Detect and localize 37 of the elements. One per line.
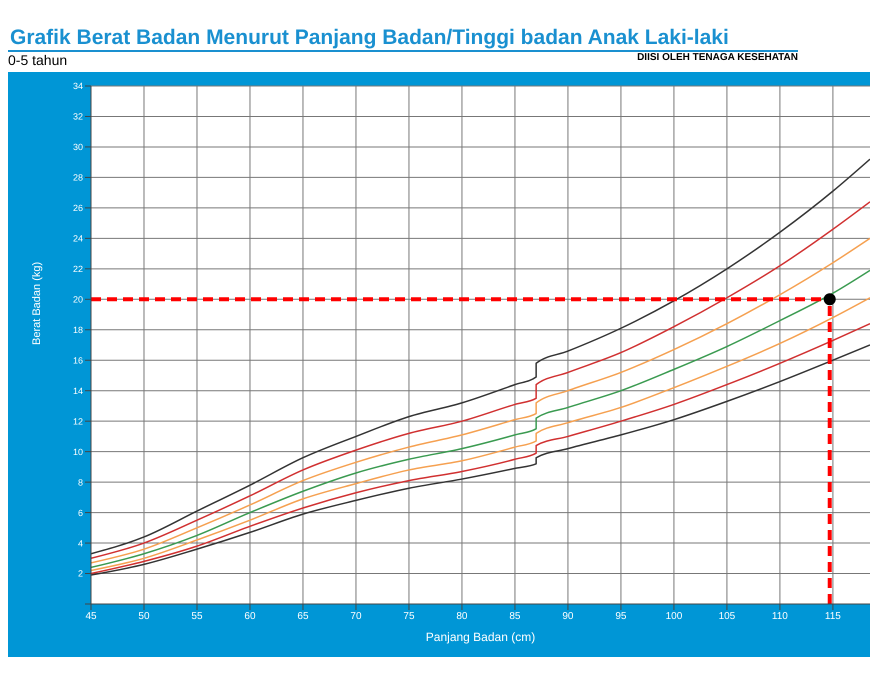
x-tick-label: 110 [772, 611, 788, 622]
x-tick-label: 80 [456, 611, 468, 622]
y-tick-label: 6 [78, 508, 83, 518]
chart-title: Grafik Berat Badan Menurut Panjang Badan/Tinggi badan Anak Laki-laki [9, 25, 730, 50]
x-tick-label: 70 [350, 611, 362, 622]
x-tick-label: 75 [403, 611, 415, 622]
y-tick-label: 18 [72, 324, 83, 335]
y-axis-title: Berat Badan (kg) [30, 262, 43, 345]
y-tick-label: 14 [72, 386, 83, 396]
y-tick-label: 34 [72, 81, 83, 92]
x-tick-label: 90 [562, 611, 574, 622]
y-tick-label: 32 [72, 112, 83, 122]
y-tick-label: 30 [72, 142, 83, 152]
x-tick-label: 55 [191, 611, 203, 622]
x-tick-label: 85 [509, 611, 521, 622]
x-tick-label: 100 [666, 611, 683, 622]
y-tick-label: 4 [78, 538, 83, 548]
x-tick-label: 65 [297, 611, 309, 622]
y-tick-label: 24 [72, 234, 83, 244]
y-tick-label: 10 [72, 446, 83, 457]
y-tick-label: 22 [72, 264, 83, 274]
text: DIISI OLEH TENAGA KESEHATAN [637, 52, 798, 65]
y-tick-label: 12 [72, 416, 83, 426]
x-tick-label: 115 [824, 611, 842, 622]
y-tick-label: 28 [72, 172, 83, 183]
y-tick-label: 16 [72, 355, 83, 366]
y-tick-label: 8 [78, 477, 83, 488]
y-tick-label: 20 [72, 294, 83, 304]
y-tick-label: 26 [72, 203, 83, 214]
x-tick-label: 105 [718, 611, 736, 622]
x-tick-label: 45 [85, 611, 97, 622]
x-tick-label: 95 [615, 611, 627, 622]
x-axis-title: Panjang Badan (cm) [426, 630, 536, 644]
x-tick-label: 60 [244, 611, 256, 622]
chart-subtitle: 0-5 tahun [8, 52, 68, 68]
x-tick-label: 50 [138, 611, 150, 622]
y-tick-label: 2 [78, 568, 83, 579]
